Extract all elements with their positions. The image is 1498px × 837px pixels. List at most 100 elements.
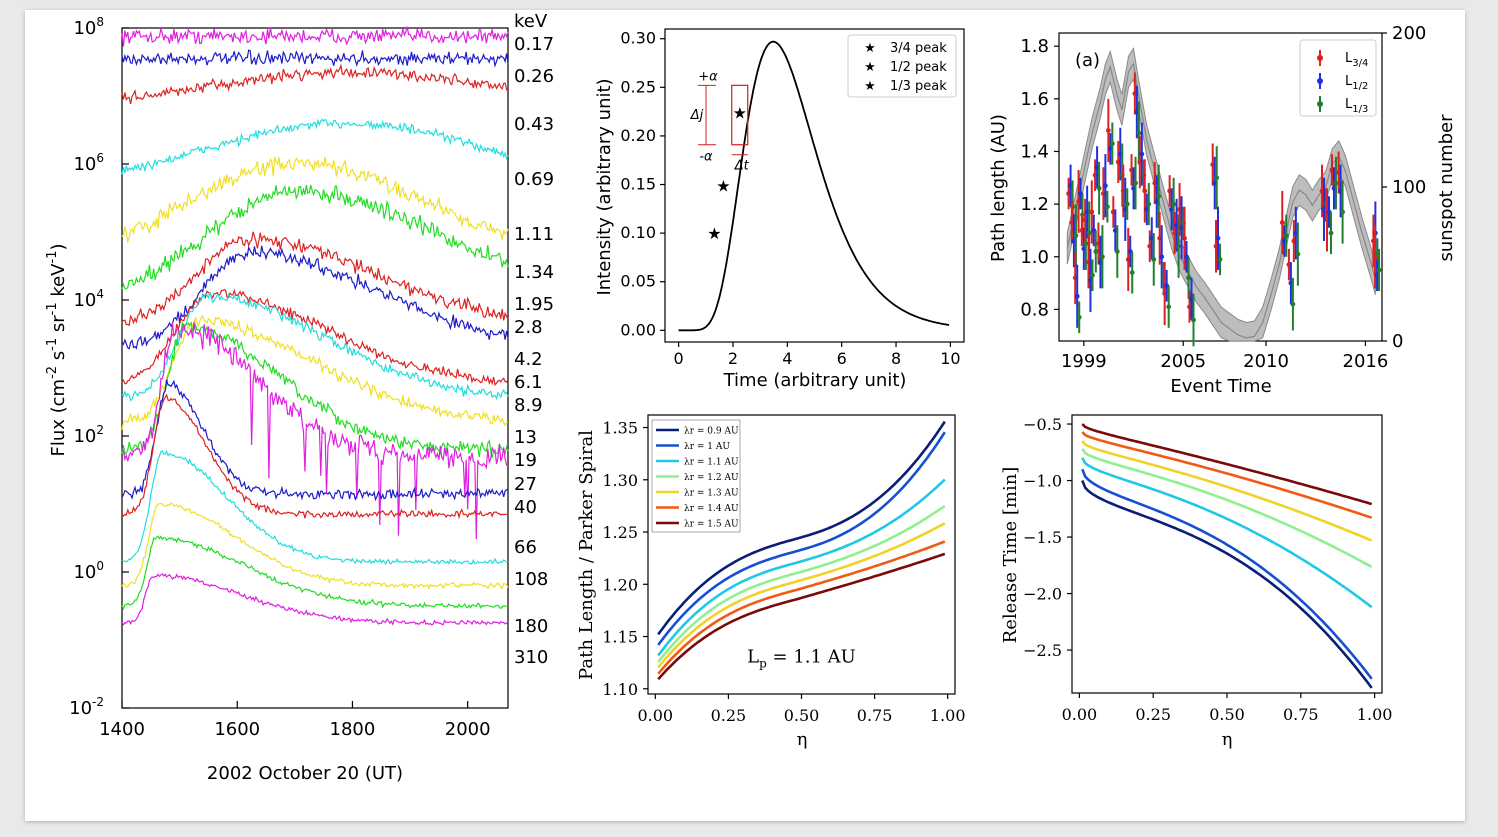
y-tick-label: 0.10 bbox=[620, 223, 656, 242]
text-span: L bbox=[747, 647, 759, 668]
legend-marker: ★ bbox=[864, 79, 876, 94]
y-axis-label: Path length (AU) bbox=[988, 114, 1009, 262]
text-span: 10 bbox=[69, 698, 92, 719]
data-point bbox=[1114, 249, 1120, 254]
x-tick-label: 1400 bbox=[99, 719, 145, 740]
curve-1.2 bbox=[1081, 448, 1373, 569]
x-tick-label: 1999 bbox=[1061, 351, 1107, 372]
delta-t-label: Δt bbox=[734, 159, 750, 174]
data-point bbox=[1093, 249, 1099, 254]
y-tick-label: −1.5 bbox=[1023, 528, 1062, 547]
x-tick-label: 4 bbox=[782, 349, 792, 368]
text-span: ) bbox=[48, 243, 69, 250]
series-line-0.26 bbox=[121, 49, 509, 68]
plot-frame bbox=[121, 27, 509, 709]
x-tick-label: 2010 bbox=[1243, 351, 1289, 372]
energy-label-180: 180 bbox=[514, 616, 548, 637]
y-tick-label: −1.0 bbox=[1023, 472, 1062, 491]
curve-1.5 bbox=[657, 552, 946, 681]
data-point bbox=[1136, 130, 1142, 136]
y-tick-label: 0.8 bbox=[1020, 299, 1049, 320]
y-tick-label: 0.00 bbox=[620, 320, 656, 339]
data-point bbox=[1086, 230, 1092, 236]
text-span: 8 bbox=[96, 15, 104, 29]
data-point bbox=[1340, 209, 1345, 215]
x-axis-label: η bbox=[797, 729, 808, 750]
text-span: -2 bbox=[92, 695, 104, 709]
y-tick-label: 1.4 bbox=[1020, 141, 1049, 162]
delta-j-label: Δj bbox=[690, 108, 704, 123]
peak-marker: ★ bbox=[707, 224, 721, 243]
series-line-6.1 bbox=[121, 291, 509, 402]
legend-label: λr = 1.4 AU bbox=[684, 504, 739, 514]
text-span: -1 bbox=[45, 251, 60, 264]
data-point bbox=[1076, 314, 1082, 320]
data-point bbox=[1146, 201, 1152, 207]
data-point bbox=[1073, 233, 1079, 239]
energy-label-2.8: 2.8 bbox=[514, 317, 543, 338]
data-point bbox=[1176, 243, 1182, 249]
data-point bbox=[1217, 256, 1223, 262]
legend-marker bbox=[1317, 55, 1323, 61]
y2-tick-label: 100 bbox=[1392, 177, 1426, 198]
x-axis-label: η bbox=[1222, 729, 1233, 750]
peak-marker: ★ bbox=[733, 104, 747, 123]
legend-label: λr = 1 AU bbox=[684, 442, 730, 452]
data-point bbox=[1090, 272, 1095, 278]
panel-c: 1999 2005 2010 2016 0.8 1.0 1.2 1.4 1.6 1.8 0 100 20… bbox=[988, 23, 1457, 397]
intensity-curve bbox=[678, 40, 950, 332]
data-point bbox=[1156, 193, 1162, 199]
energy-label-40: 40 bbox=[514, 497, 537, 518]
panel-b: 0 2 4 6 8 10 0.00 0.05 0.10 0.15 0.20 0.25 0.30 ★ ★ ★ +α… bbox=[594, 28, 965, 391]
curve-1.1 bbox=[1081, 457, 1373, 609]
text-span: 1/3 bbox=[1352, 104, 1368, 115]
data-point bbox=[1191, 317, 1196, 323]
y-tick-label: 0.05 bbox=[620, 272, 656, 291]
energy-label-13: 13 bbox=[514, 427, 537, 448]
energy-label-8.9: 8.9 bbox=[514, 395, 543, 416]
data-point bbox=[1151, 256, 1157, 262]
text-span: 1/2 bbox=[1352, 81, 1368, 92]
data-point bbox=[1105, 128, 1111, 133]
series-line-0.43 bbox=[121, 63, 509, 105]
y-tick-label: 0.15 bbox=[620, 175, 656, 194]
energy-label-6.1: 6.1 bbox=[514, 372, 543, 393]
data-point bbox=[1083, 241, 1089, 246]
series-line-0.17 bbox=[121, 26, 509, 47]
text-span: -1 bbox=[45, 302, 60, 315]
legend-label: L3/4 bbox=[1345, 51, 1368, 69]
text-span: 4 bbox=[96, 287, 104, 301]
x-tick-label: 8 bbox=[891, 349, 901, 368]
legend-marker: ★ bbox=[864, 41, 876, 56]
x-tick-label: 2016 bbox=[1343, 351, 1389, 372]
data-point bbox=[1104, 204, 1110, 210]
text-span: 0 bbox=[96, 559, 104, 573]
x-axis-label: 2002 October 20 (UT) bbox=[207, 763, 403, 784]
text-span: -1 bbox=[45, 338, 60, 351]
legend-label: λr = 0.9 AU bbox=[684, 427, 739, 437]
x-tick-label: 1.00 bbox=[1357, 705, 1393, 724]
x-tick-label: 0.50 bbox=[1209, 705, 1245, 724]
data-point bbox=[1109, 141, 1115, 146]
data-point bbox=[1124, 201, 1130, 207]
data-point bbox=[1279, 220, 1285, 225]
series-line-19 bbox=[121, 321, 509, 540]
y-tick-label: 1.8 bbox=[1020, 36, 1049, 57]
x-tick-label: 0.75 bbox=[857, 706, 893, 725]
text-span: L bbox=[1345, 74, 1353, 89]
text-span: 10 bbox=[73, 290, 96, 311]
data-point bbox=[1129, 270, 1135, 275]
x-tick-label: 0.00 bbox=[1062, 705, 1098, 724]
text-span: = 1.1 AU bbox=[767, 647, 856, 668]
y-tick-label: 1.20 bbox=[602, 575, 638, 594]
data-point bbox=[1096, 185, 1102, 191]
plot-frame bbox=[664, 28, 965, 343]
series-line-27 bbox=[121, 379, 509, 502]
x-tick-label: 0.00 bbox=[637, 706, 673, 725]
y-tick-label: 1.2 bbox=[1020, 194, 1049, 215]
energy-label-27: 27 bbox=[514, 474, 537, 495]
y-tick-label: 1.35 bbox=[602, 419, 638, 438]
y-tick-label: 1.15 bbox=[602, 628, 638, 647]
curve-1.5 bbox=[1081, 423, 1373, 506]
series-line-2.8 bbox=[121, 245, 509, 350]
